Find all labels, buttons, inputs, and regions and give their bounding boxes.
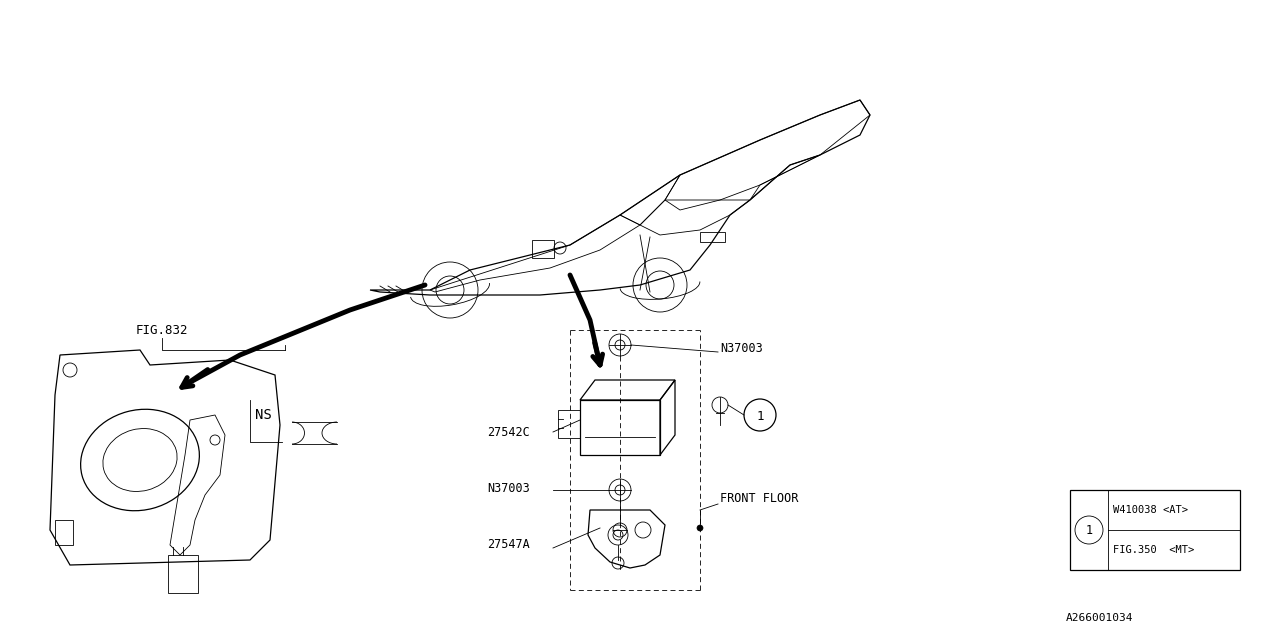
Text: N37003: N37003 — [486, 481, 530, 495]
Circle shape — [698, 525, 703, 531]
Text: A266001034: A266001034 — [1066, 613, 1134, 623]
Text: FIG.832: FIG.832 — [136, 323, 188, 337]
Text: FIG.350  <MT>: FIG.350 <MT> — [1114, 545, 1194, 555]
Bar — [700, 232, 724, 242]
Bar — [532, 240, 554, 258]
Text: W410038 <AT>: W410038 <AT> — [1114, 505, 1188, 515]
Text: FRONT FLOOR: FRONT FLOOR — [721, 492, 799, 504]
Text: 1: 1 — [1085, 524, 1093, 536]
Text: 27542C: 27542C — [486, 426, 530, 438]
Text: NS: NS — [255, 408, 271, 422]
Bar — [168, 555, 198, 593]
Bar — [55, 520, 73, 545]
Text: 27547A: 27547A — [486, 538, 530, 552]
Text: 1: 1 — [756, 410, 764, 422]
Bar — [1070, 490, 1240, 570]
Text: N37003: N37003 — [721, 342, 763, 355]
Bar — [558, 410, 580, 438]
